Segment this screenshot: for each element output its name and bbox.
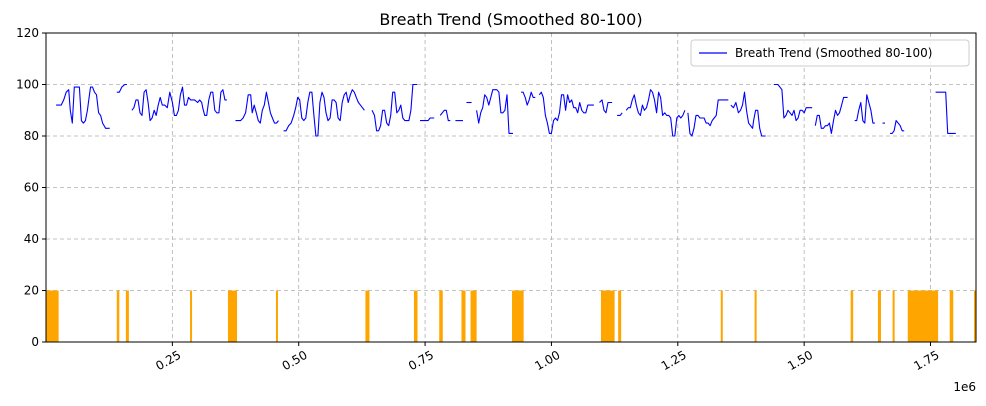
chart-title: Breath Trend (Smoothed 80-100) <box>379 10 642 29</box>
orange-bar <box>46 290 59 342</box>
breath-trend-segment <box>283 89 365 137</box>
orange-bar <box>470 290 477 342</box>
orange-bar <box>754 290 757 342</box>
breath-trend-segment <box>854 94 875 124</box>
legend-box <box>690 39 970 67</box>
orange-bar <box>973 290 976 342</box>
y-tick-label: 100 <box>16 78 39 92</box>
orange-bar <box>850 290 854 342</box>
orange-bar <box>877 290 881 342</box>
breath-trend-segment <box>56 86 110 129</box>
x-offset-text: 1e6 <box>953 380 976 394</box>
orange-bar <box>512 290 524 342</box>
breath-trend-segment <box>538 91 594 134</box>
orange-bar <box>949 290 954 342</box>
orange-bar <box>365 290 370 342</box>
orange-bar <box>439 290 443 342</box>
breath-trend-segment <box>814 96 848 134</box>
breath-trend-segment <box>420 117 435 122</box>
y-tick-label: 60 <box>24 181 39 195</box>
orange-bar <box>190 290 193 342</box>
orange-bar <box>461 290 466 342</box>
breath-trend-line <box>56 83 956 137</box>
breath-trend-segment <box>599 99 613 114</box>
orange-bar <box>907 290 939 342</box>
orange-bar <box>892 290 895 342</box>
breath-trend-segment <box>625 89 686 137</box>
y-axis: 0 20 40 60 80 100 120 <box>16 26 46 349</box>
breath-trend-segment <box>773 83 813 122</box>
y-tick-label: 20 <box>24 284 39 298</box>
legend-label: Breath Trend (Smoothed 80-100) <box>735 46 932 60</box>
breath-trend-segment <box>935 91 956 134</box>
breath-trend-segment <box>617 112 623 116</box>
breath-trend-segment <box>131 86 227 122</box>
orange-bars <box>46 290 976 342</box>
breath-trend-segment <box>235 91 279 124</box>
orange-bar <box>720 290 723 342</box>
breath-trend-segment <box>371 83 417 132</box>
orange-bar <box>618 290 622 342</box>
orange-bar <box>125 290 129 342</box>
breath-trend-segment <box>890 120 905 134</box>
breath-trend-segment <box>687 99 729 137</box>
breath-trend-segment <box>521 91 536 106</box>
orange-bar <box>227 290 238 342</box>
y-tick-label: 40 <box>24 232 39 246</box>
breath-trend-segment <box>439 109 451 122</box>
y-tick-label: 0 <box>31 335 39 349</box>
y-tick-label: 80 <box>24 129 39 143</box>
orange-bar <box>116 290 120 342</box>
orange-bar <box>600 290 615 342</box>
breath-trend-segment <box>730 91 766 137</box>
legend: Breath Trend (Smoothed 80-100) <box>690 39 970 67</box>
breath-trend-segment <box>476 89 513 134</box>
y-tick-label: 120 <box>16 26 39 40</box>
orange-bar <box>413 290 418 342</box>
breath-trend-segment <box>116 83 127 93</box>
orange-bar <box>275 290 278 342</box>
